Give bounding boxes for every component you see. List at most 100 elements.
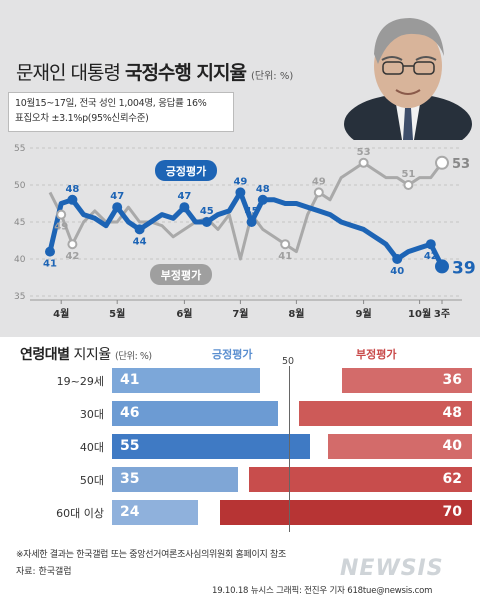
negative-legend-label: 부정평가 bbox=[356, 348, 397, 361]
positive-point bbox=[257, 194, 268, 205]
negative-bar-value: 40 bbox=[442, 438, 462, 454]
age-label: 40대 bbox=[79, 441, 104, 454]
positive-value-label: 39 bbox=[452, 258, 476, 278]
negative-value-label: 49 bbox=[312, 176, 326, 187]
positive-bar-value: 55 bbox=[120, 438, 140, 454]
positive-value-label: 48 bbox=[256, 184, 270, 195]
negative-bar-value: 70 bbox=[442, 504, 462, 520]
survey-info-line2: 표집오차 ±3.1%p(95%신뢰수준) bbox=[15, 113, 149, 124]
negative-point bbox=[403, 180, 414, 190]
positive-point bbox=[392, 254, 403, 264]
survey-info-box: 10월15~17일, 전국 성인 1,004명, 응답률 16% 표집오차 ±3… bbox=[8, 92, 234, 132]
positive-value-label: 48 bbox=[65, 184, 79, 195]
negative-value-label: 42 bbox=[65, 251, 79, 262]
x-tick-label: 3주 bbox=[434, 308, 450, 320]
midline-50 bbox=[289, 366, 290, 532]
age-label: 19~29세 bbox=[56, 375, 104, 388]
negative-series-name: 부정평가 bbox=[161, 268, 201, 282]
age-label: 30대 bbox=[79, 408, 104, 421]
graphic-credit: 19.10.18 뉴시스 그래픽: 전진우 기자 618tue@newsis.c… bbox=[212, 586, 433, 596]
y-tick-label: 55 bbox=[14, 144, 25, 154]
age-title-unit: (단위: %) bbox=[115, 351, 152, 362]
negative-bar: 40 bbox=[328, 434, 472, 459]
negative-bar: 36 bbox=[342, 368, 472, 393]
approval-line-chart: 35 40 45 50 55 4월 5월 6월 7월 8월 9월 10월 3주 49 42 41 49 53 51 5… bbox=[14, 144, 476, 320]
positive-value-label: 41 bbox=[43, 259, 57, 270]
positive-point bbox=[246, 217, 257, 227]
positive-value-label: 45 bbox=[245, 206, 259, 217]
x-tick-label: 6월 bbox=[176, 308, 192, 320]
positive-value-label: 45 bbox=[200, 206, 214, 217]
negative-bar: 70 bbox=[220, 500, 472, 525]
negative-value-label: 53 bbox=[452, 157, 470, 172]
age-chart-title: 연령대별 지지율 (단위: %) bbox=[20, 344, 152, 364]
y-tick-label: 35 bbox=[14, 292, 25, 302]
x-tick-label: 10월 bbox=[408, 308, 431, 320]
source: 자료: 한국갤럽 bbox=[16, 567, 72, 577]
age-label: 50대 bbox=[79, 474, 104, 487]
president-portrait bbox=[344, 18, 472, 140]
positive-point bbox=[112, 202, 123, 213]
age-row: 60대 이상 24 70 bbox=[0, 500, 480, 525]
negative-series-line bbox=[48, 161, 444, 261]
positive-point bbox=[67, 194, 78, 205]
negative-bar-value: 48 bbox=[442, 405, 462, 421]
positive-bar: 41 bbox=[112, 368, 260, 393]
positive-bar: 35 bbox=[112, 467, 238, 492]
age-title-thin: 지지율 bbox=[69, 347, 111, 363]
positive-value-label: 44 bbox=[133, 236, 147, 247]
y-tick-label: 45 bbox=[14, 218, 25, 228]
negative-value-label: 51 bbox=[401, 169, 415, 180]
positive-point bbox=[235, 187, 246, 198]
age-row: 50대 35 62 bbox=[0, 467, 480, 492]
negative-bar-value: 36 bbox=[442, 372, 462, 388]
positive-bar-value: 41 bbox=[120, 372, 140, 388]
x-tick-label: 8월 bbox=[288, 308, 304, 320]
positive-value-label: 47 bbox=[177, 191, 191, 202]
positive-value-label: 47 bbox=[110, 191, 124, 202]
positive-bar-value: 46 bbox=[120, 405, 140, 421]
age-row: 40대 55 40 bbox=[0, 434, 480, 459]
positive-point bbox=[179, 202, 190, 213]
negative-bar-value: 62 bbox=[442, 471, 462, 487]
positive-bar: 24 bbox=[112, 500, 199, 525]
positive-bar: 55 bbox=[112, 434, 310, 459]
positive-value-label: 42 bbox=[424, 251, 438, 262]
positive-value-label: 40 bbox=[390, 266, 404, 277]
negative-point bbox=[358, 157, 369, 168]
negative-point bbox=[67, 239, 78, 250]
survey-info-line1: 10월15~17일, 전국 성인 1,004명, 응답률 16% bbox=[15, 98, 207, 109]
negative-bar: 62 bbox=[248, 467, 472, 492]
positive-point bbox=[435, 259, 449, 274]
positive-legend-label: 긍정평가 bbox=[212, 348, 253, 361]
age-row: 30대 46 48 bbox=[0, 401, 480, 426]
positive-point bbox=[425, 239, 436, 250]
title-plain: 문재인 대통령 bbox=[16, 62, 125, 84]
age-title-bold: 연령대별 bbox=[20, 347, 70, 363]
chart-title: 문재인 대통령 국정수행 지지율 (단위: %) bbox=[16, 58, 293, 85]
negative-value-label: 49 bbox=[54, 222, 68, 233]
negative-value-label: 53 bbox=[357, 147, 371, 158]
x-tick-label: 9월 bbox=[356, 308, 372, 320]
age-label: 60대 이상 bbox=[56, 507, 104, 520]
negative-point bbox=[435, 155, 449, 170]
positive-bar: 46 bbox=[112, 401, 278, 426]
positive-value-label: 49 bbox=[233, 176, 247, 187]
positive-bar-value: 35 bbox=[120, 471, 140, 487]
title-bold: 국정수행 지지율 bbox=[124, 62, 247, 84]
negative-point bbox=[56, 209, 67, 220]
negative-callout bbox=[150, 264, 212, 285]
x-tick-label: 7월 bbox=[232, 308, 248, 320]
negative-point bbox=[280, 239, 291, 250]
positive-point bbox=[45, 246, 55, 257]
negative-value-label: 41 bbox=[278, 251, 292, 262]
positive-bar-value: 24 bbox=[120, 504, 140, 520]
positive-point bbox=[134, 224, 145, 235]
footnote: ※자세한 결과는 한국갤럽 또는 중앙선거여론조사심의위원회 홈페이지 참조 bbox=[16, 550, 286, 560]
y-tick-label: 40 bbox=[14, 255, 26, 265]
positive-callout bbox=[155, 160, 217, 181]
midline-label: 50 bbox=[282, 356, 295, 367]
negative-bar: 48 bbox=[299, 401, 472, 426]
positive-series-line bbox=[47, 189, 445, 268]
